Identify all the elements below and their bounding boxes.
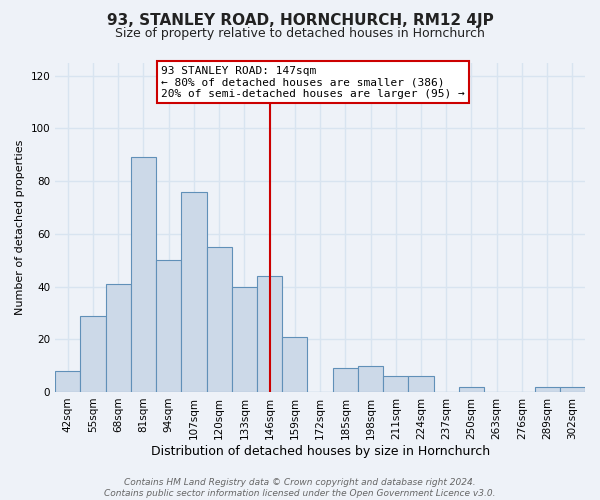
Bar [156, 260, 181, 392]
Text: Size of property relative to detached houses in Hornchurch: Size of property relative to detached ho… [115, 28, 485, 40]
Bar [206, 247, 232, 392]
Bar [232, 286, 257, 392]
X-axis label: Distribution of detached houses by size in Hornchurch: Distribution of detached houses by size … [151, 444, 490, 458]
Bar [560, 386, 585, 392]
Text: 93, STANLEY ROAD, HORNCHURCH, RM12 4JP: 93, STANLEY ROAD, HORNCHURCH, RM12 4JP [107, 12, 493, 28]
Text: Contains HM Land Registry data © Crown copyright and database right 2024.
Contai: Contains HM Land Registry data © Crown c… [104, 478, 496, 498]
Bar [459, 386, 484, 392]
Bar [257, 276, 282, 392]
Bar [332, 368, 358, 392]
Bar [535, 386, 560, 392]
Bar [409, 376, 434, 392]
Bar [106, 284, 131, 392]
Bar [80, 316, 106, 392]
Text: 93 STANLEY ROAD: 147sqm
← 80% of detached houses are smaller (386)
20% of semi-d: 93 STANLEY ROAD: 147sqm ← 80% of detache… [161, 66, 465, 99]
Bar [282, 336, 307, 392]
Bar [131, 158, 156, 392]
Bar [358, 366, 383, 392]
Bar [181, 192, 206, 392]
Bar [383, 376, 409, 392]
Y-axis label: Number of detached properties: Number of detached properties [15, 140, 25, 315]
Bar [55, 371, 80, 392]
